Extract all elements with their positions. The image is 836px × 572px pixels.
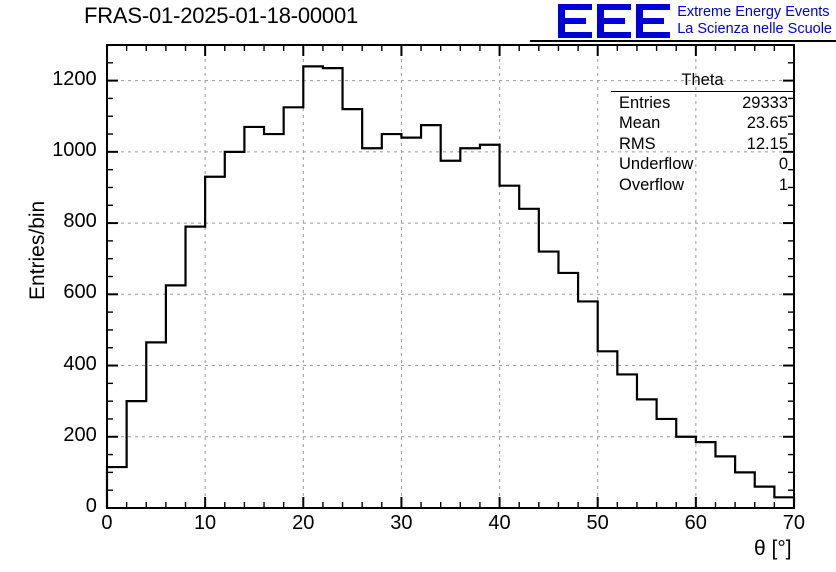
stats-value: 23.65 [746, 114, 788, 132]
grid-lines [107, 45, 794, 508]
y-tick-label: 0 [85, 495, 97, 517]
stats-key: Overflow [619, 175, 685, 194]
eee-logo: Extreme Energy Events La Scienza nelle S… [558, 2, 832, 40]
x-tick-label: 70 [782, 512, 806, 534]
stats-row-overflow: Overflow 1 [611, 175, 794, 196]
y-tick-label: 800 [63, 210, 97, 233]
stats-key: Underflow [619, 155, 694, 173]
stats-key: Entries [619, 93, 671, 112]
stats-value: 12.15 [746, 134, 788, 153]
x-tick-label: 40 [488, 512, 511, 534]
histogram-steps [105, 65, 796, 508]
page-title: FRAS-01-2025-01-18-00001 [84, 3, 359, 28]
eee-logo-mark-icon [558, 4, 671, 38]
stats-row-entries: Entries 29333 [611, 93, 794, 114]
eee-logo-text: Extreme Energy Events La Scienza nelle S… [677, 4, 832, 38]
x-tick-label: 30 [390, 512, 413, 534]
x-tick-label: 10 [193, 512, 217, 534]
stats-title: Theta [611, 70, 794, 92]
y-axis-label: Entries/bin [26, 200, 49, 300]
stats-value: 0 [778, 155, 788, 173]
x-tick-label: 60 [684, 512, 707, 534]
eee-logo-line1: Extreme Energy Events [677, 4, 830, 20]
stats-row-rms: RMS 12.15 [611, 134, 794, 155]
y-tick-label: 1000 [52, 138, 97, 161]
stats-key: Mean [619, 114, 661, 132]
stats-box: Theta Entries 29333 Mean 23.65 RMS 12.15… [611, 70, 794, 195]
stats-row-underflow: Underflow 0 [611, 154, 794, 175]
stats-value: 29333 [742, 93, 788, 112]
x-axis-label: θ [°] [754, 537, 792, 560]
x-tick-label: 20 [292, 512, 315, 534]
stats-value: 1 [778, 175, 788, 194]
stats-row-mean: Mean 23.65 [611, 113, 794, 134]
x-tick-label: 0 [101, 512, 113, 534]
y-tick-label: 600 [63, 281, 97, 304]
y-tick-label: 200 [63, 423, 97, 446]
eee-logo-line2: La Scienza nelle Scuole [677, 21, 832, 37]
x-tick-label: 50 [586, 512, 609, 534]
y-tick-label: 1200 [52, 67, 97, 90]
stats-key: RMS [619, 134, 656, 153]
y-tick-label: 400 [63, 352, 97, 375]
axis-ticks [106, 44, 795, 509]
